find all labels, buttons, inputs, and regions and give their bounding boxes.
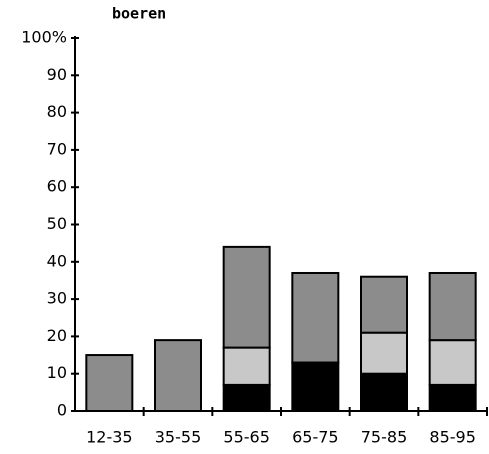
bar-segment (360, 331, 408, 375)
bar-segment (154, 339, 202, 413)
y-tick-label: 50 (47, 214, 67, 233)
y-tick-label: 90 (47, 65, 67, 84)
bar-segment (85, 354, 134, 412)
bar-segment (360, 275, 408, 334)
x-tick-label: 35-55 (155, 428, 202, 447)
bar-segment (291, 271, 340, 364)
y-tick-label: 60 (47, 177, 67, 196)
bar-segment (222, 383, 271, 413)
y-tick-label: 20 (47, 326, 67, 345)
bar-segment (222, 245, 271, 349)
y-tick-label: 30 (47, 289, 67, 308)
chart-title: boeren (112, 5, 166, 23)
bar-segment (222, 346, 271, 386)
y-tick-label: 0 (57, 401, 67, 420)
y-tick-label: 70 (47, 139, 67, 158)
y-tick-label: 100% (21, 28, 67, 47)
x-tick-label: 55-65 (223, 428, 270, 447)
x-tick-label: 85-95 (429, 428, 476, 447)
bar-segment (428, 271, 477, 342)
x-tick-label: 75-85 (361, 428, 408, 447)
y-tick-label: 40 (47, 251, 67, 270)
y-tick-label: 10 (47, 363, 67, 382)
y-tick-label: 80 (47, 102, 67, 121)
x-tick-label: 12-35 (86, 428, 133, 447)
bar-segment (428, 339, 477, 386)
bar-segment (428, 383, 477, 413)
bar-segment (360, 372, 408, 413)
bar-segment (291, 361, 340, 413)
x-tick-label: 65-75 (292, 428, 339, 447)
